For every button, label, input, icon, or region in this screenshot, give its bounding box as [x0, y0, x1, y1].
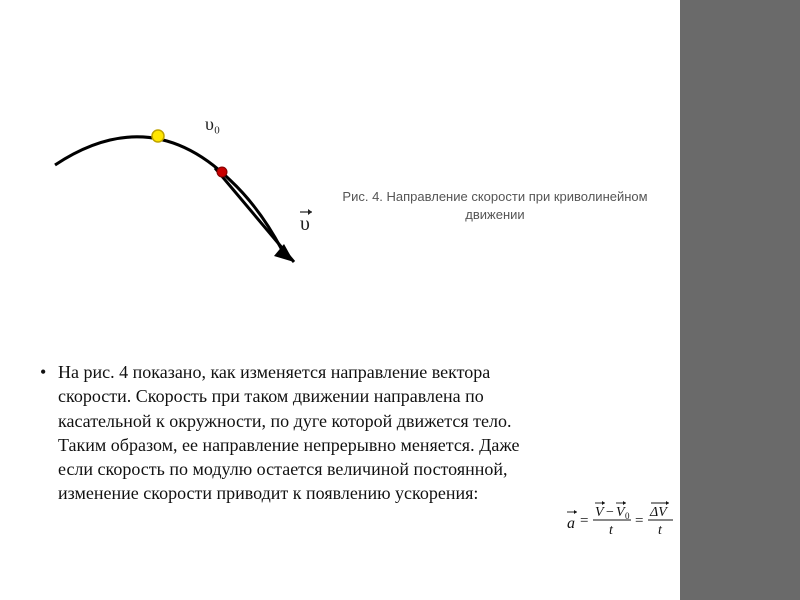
formula-dV: ΔV — [649, 505, 668, 520]
formula-V: V — [595, 505, 605, 520]
velocity-curve-svg: υ₀ υ — [50, 120, 330, 290]
label-v-vector: υ — [300, 213, 310, 235]
point-initial — [152, 130, 164, 142]
point-current — [217, 167, 227, 177]
right-sidebar-decoration — [680, 0, 800, 600]
formula-t1: t — [609, 523, 614, 538]
formula-eq2: = — [635, 513, 643, 529]
label-v-vector-arrowhead — [308, 209, 312, 215]
slide: υ₀ υ Рис. 4. Направление скорости при кр… — [0, 0, 800, 600]
formula-a: a — [567, 515, 575, 532]
acceleration-formula: a = V − V 0 t = ΔV t — [565, 498, 675, 540]
body-text: На рис. 4 показано, как изменяется напра… — [58, 360, 550, 506]
formula-t2: t — [658, 523, 663, 538]
velocity-vector-arrowhead — [274, 244, 294, 262]
figure: υ₀ υ — [50, 120, 330, 290]
body-paragraph: • На рис. 4 показано, как изменяется нап… — [40, 360, 550, 506]
formula-eq1: = — [580, 513, 588, 529]
trajectory-curve — [55, 137, 282, 250]
label-v0: υ₀ — [205, 120, 220, 134]
formula-minus: − — [606, 505, 614, 520]
bullet-marker: • — [40, 360, 58, 384]
figure-caption: Рис. 4. Направление скорости при криволи… — [340, 188, 650, 223]
